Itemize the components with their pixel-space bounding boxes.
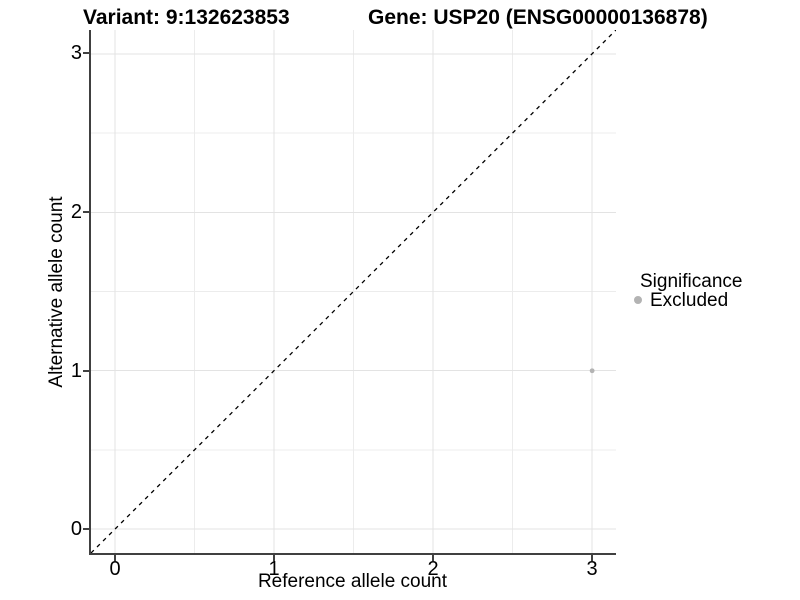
y-axis-tick — [83, 52, 89, 54]
x-axis-tick — [591, 555, 593, 561]
y-axis-tick — [83, 211, 89, 213]
plot-title-gene: Gene: USP20 (ENSG00000136878) — [368, 6, 708, 29]
data-point-excluded — [589, 368, 595, 374]
plot-panel — [89, 30, 616, 555]
plot-area — [91, 30, 616, 553]
y-axis-tick — [83, 370, 89, 372]
x-tick-label: 2 — [427, 558, 439, 580]
y-axis-tick — [83, 528, 89, 530]
y-axis-title: Alternative allele count — [46, 196, 67, 388]
y-tick-label: 1 — [70, 360, 82, 382]
y-tick-label: 0 — [70, 518, 82, 540]
legend-item-excluded: Excluded — [650, 290, 729, 311]
legend-title: Significance — [640, 271, 743, 292]
x-axis-tick — [432, 555, 434, 561]
x-axis-tick — [273, 555, 275, 561]
x-axis-tick — [114, 555, 116, 561]
x-axis-title: Reference allele count — [257, 571, 448, 592]
y-tick-label: 2 — [70, 201, 82, 223]
x-tick-label: 3 — [586, 558, 598, 580]
plot-title-variant: Variant: 9:132623853 — [83, 6, 290, 29]
legend-key-dot-icon — [634, 296, 642, 304]
y-tick-label: 3 — [70, 42, 82, 64]
x-tick-label: 1 — [268, 558, 280, 580]
x-tick-label: 0 — [109, 558, 121, 580]
